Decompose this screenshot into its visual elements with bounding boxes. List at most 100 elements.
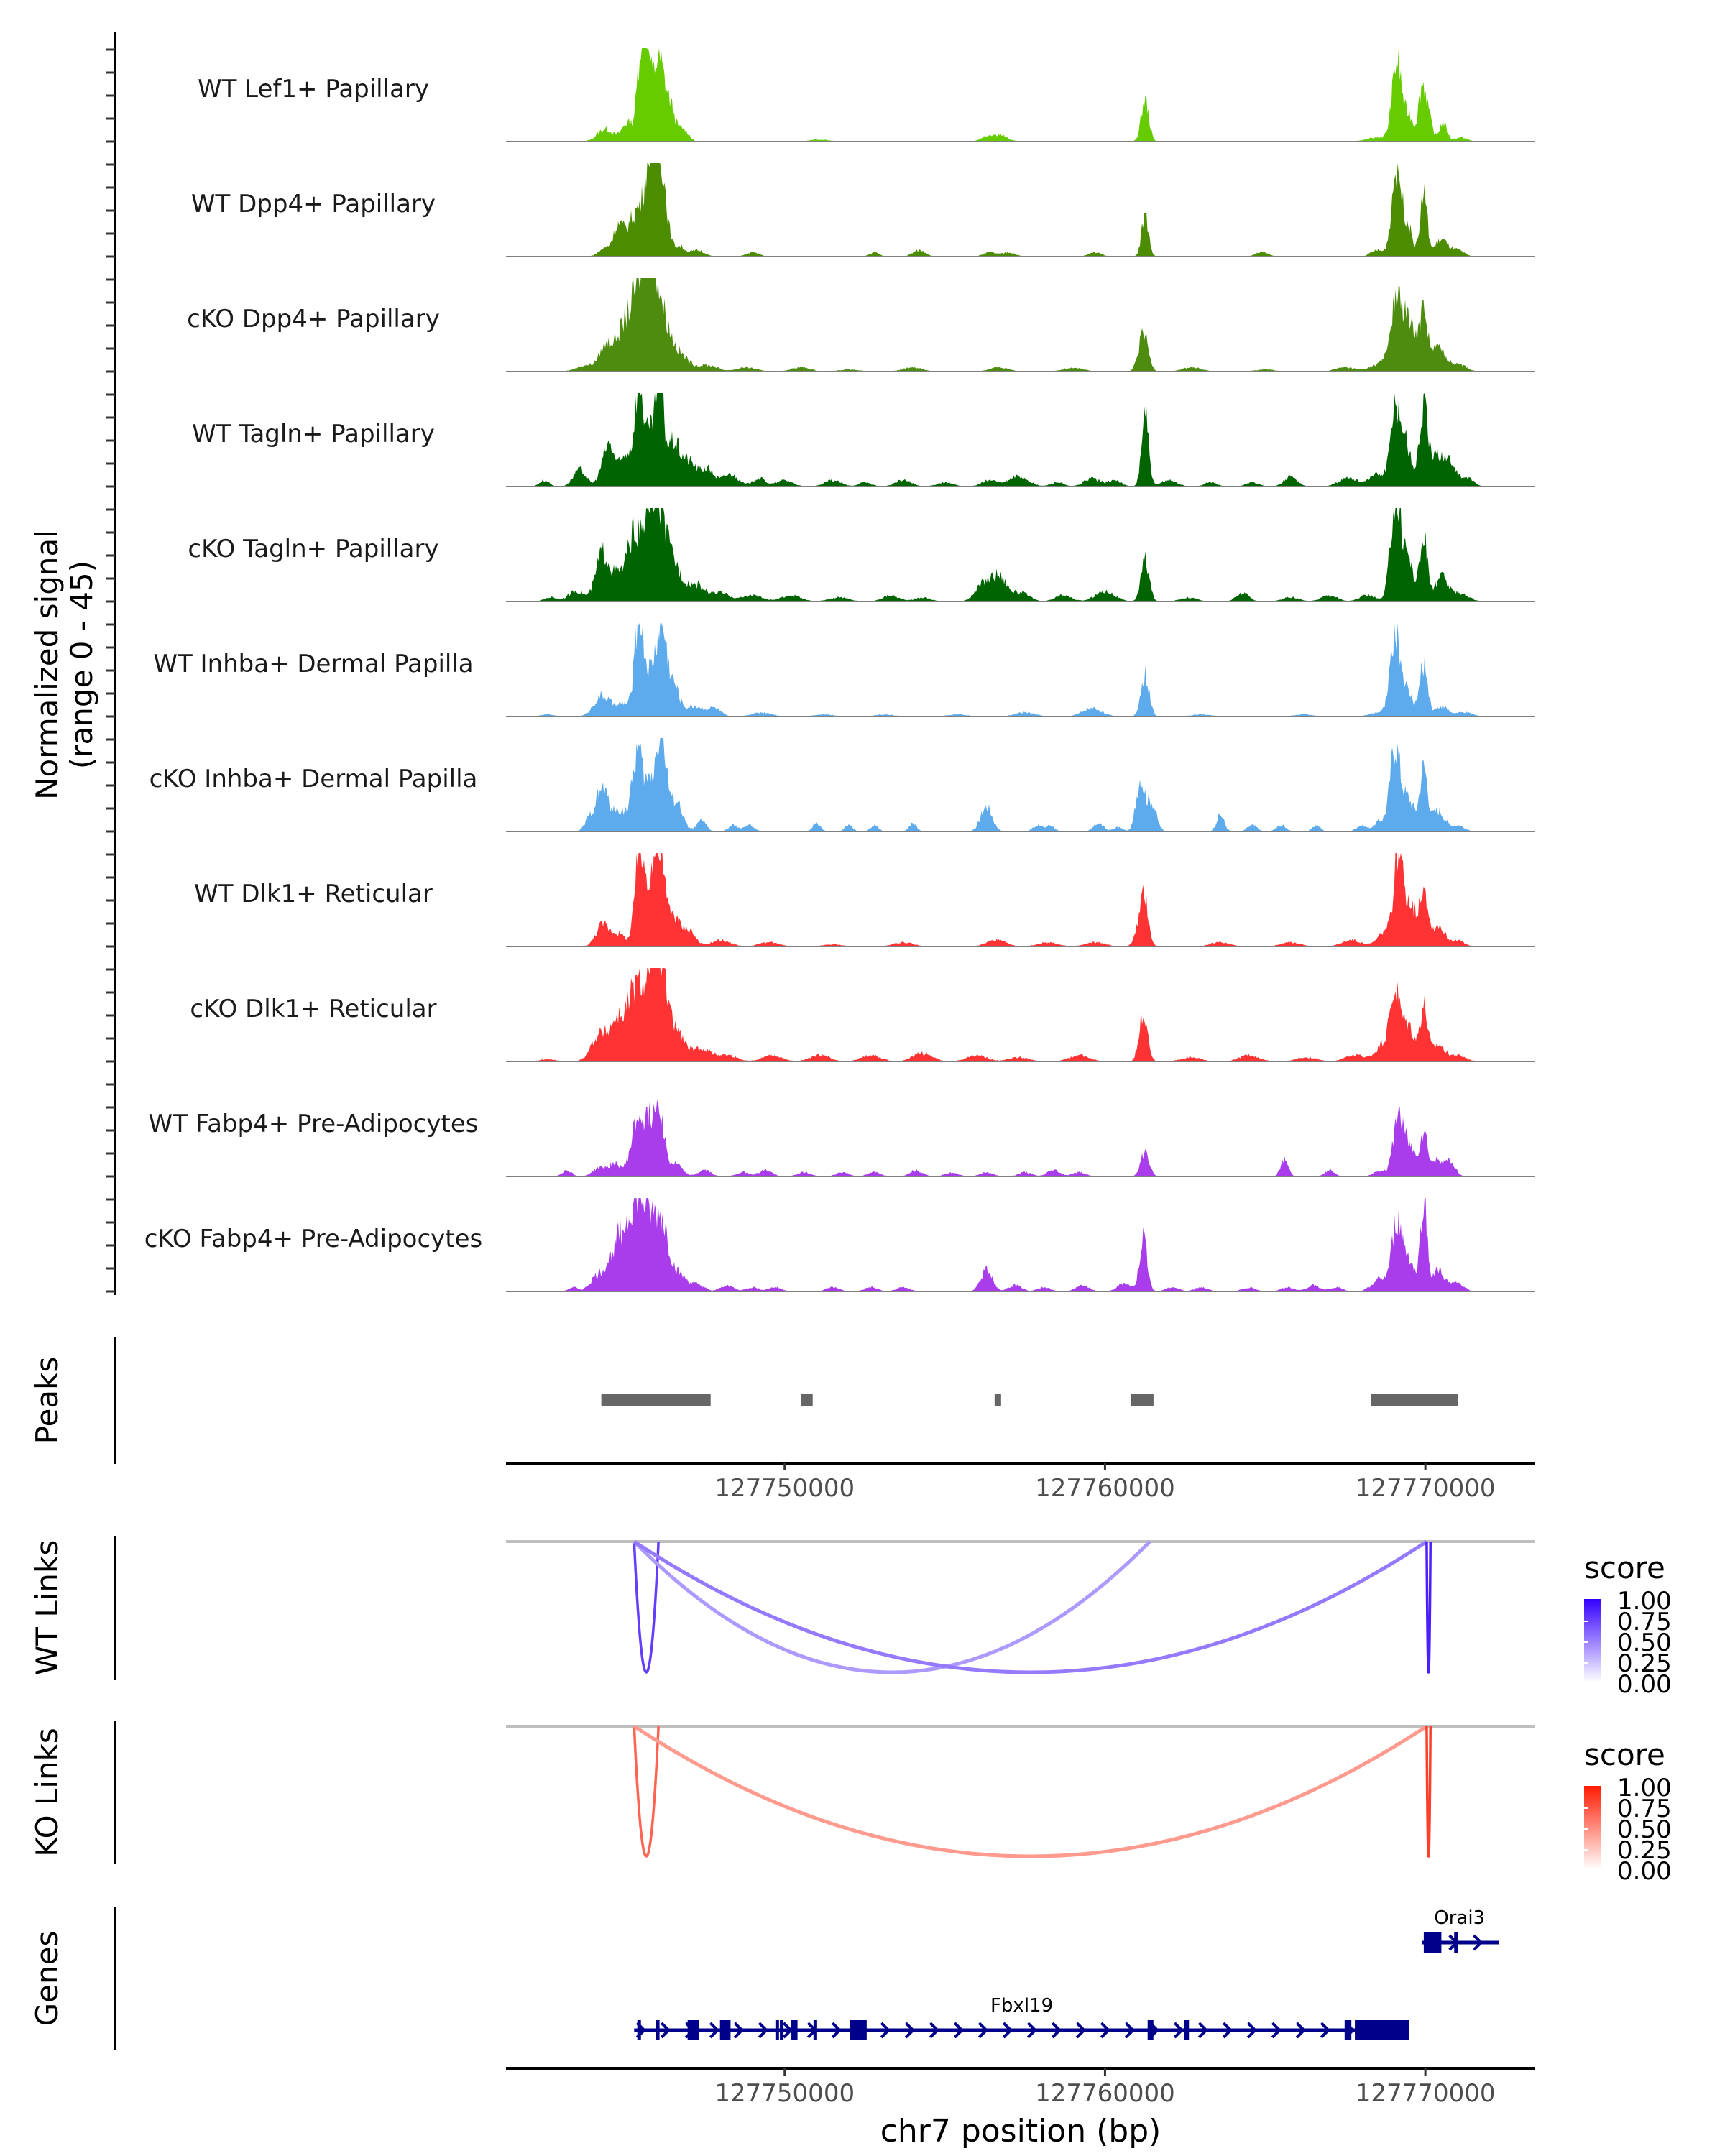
peak-region [1371, 1394, 1458, 1406]
strand-arrow-icon [782, 2022, 794, 2039]
coverage-area [506, 968, 1535, 1061]
x-tick-label: 127770000 [1356, 2079, 1496, 2108]
track-label: WT Lef1+ Papillary [198, 75, 429, 103]
legend-value: 0.25 [1617, 1649, 1672, 1678]
link-arc [632, 1724, 1428, 1858]
coverage-area [506, 738, 1535, 831]
strand-arrow-icon [660, 2022, 671, 2039]
legend-value: 0.00 [1617, 1857, 1672, 1886]
genes-track: Genes Orai3 Fbxl19 [29, 1907, 1499, 2050]
link-arc [632, 1541, 660, 1674]
strand-arrow-icon [758, 2022, 769, 2039]
coverage-area [506, 278, 1535, 372]
coverage-area [506, 48, 1535, 142]
coverage-track: WT Dpp4+ Papillary [191, 163, 1535, 257]
gene-name: Fbxl19 [990, 1995, 1053, 2017]
link-arc [632, 1540, 1151, 1674]
strand-arrow-icon [1295, 2022, 1307, 2039]
track-label: WT Fabp4+ Pre-Adipocytes [149, 1110, 479, 1138]
score-legends: score1.000.750.500.250.00score1.000.750.… [1584, 1550, 1672, 1886]
track-label: cKO Fabp4+ Pre-Adipocytes [144, 1225, 483, 1253]
coverage-track: cKO Dpp4+ Papillary [187, 278, 1535, 372]
strand-arrow-icon [1100, 2022, 1111, 2039]
coverage-track: cKO Fabp4+ Pre-Adipocytes [144, 1198, 1535, 1292]
legend-value: 0.75 [1617, 1608, 1672, 1636]
strand-arrow-icon [1271, 2022, 1282, 2039]
track-label: WT Dlk1+ Reticular [194, 880, 433, 908]
links-tracks: WT Links KO Links [29, 1536, 1535, 1864]
legend-value: 0.25 [1617, 1836, 1672, 1865]
track-label: WT Inhba+ Dermal Papilla [153, 650, 473, 678]
gene-name: Orai3 [1434, 1907, 1485, 1929]
link-arc [632, 1539, 1428, 1674]
coverage-area [506, 508, 1535, 602]
y-axis-label-range: (range 0 - 45) [64, 561, 99, 769]
x-tick-label: 127760000 [1035, 1474, 1175, 1503]
coverage-track: cKO Tagln+ Papillary [188, 508, 1535, 602]
links-track: WT Links [29, 1536, 1535, 1680]
x-tick-label: 127750000 [714, 1474, 855, 1503]
strand-arrow-icon [733, 2022, 745, 2039]
x-tick-label: 127770000 [1356, 1474, 1496, 1503]
strand-arrow-icon [1320, 2022, 1331, 2039]
track-title: Genes [29, 1931, 65, 2027]
track-label: cKO Inhba+ Dermal Papilla [150, 765, 478, 793]
legend-colorbar [1584, 1786, 1601, 1869]
gene-exon [813, 2020, 817, 2040]
strand-arrow-icon [1246, 2022, 1258, 2039]
gene-exon [1344, 2020, 1352, 2040]
legend-value: 1.00 [1617, 1774, 1672, 1802]
gene-exon [780, 2020, 784, 2040]
legend-value: 0.50 [1617, 1815, 1672, 1844]
gene-exon [687, 2020, 699, 2040]
strand-arrow-icon [1222, 2022, 1233, 2039]
legend-colorbar [1584, 1599, 1601, 1682]
gene-exon [775, 2020, 779, 2040]
legend-value: 0.50 [1617, 1628, 1672, 1657]
strand-arrow-icon [1051, 2022, 1062, 2039]
peak-region [801, 1394, 813, 1406]
gene-exon [791, 2020, 798, 2040]
coverage-area [506, 1198, 1535, 1291]
track-title: Peaks [29, 1357, 65, 1445]
legend-title: score [1584, 1550, 1665, 1585]
strand-arrow-icon [1173, 2022, 1184, 2039]
coverage-track: cKO Inhba+ Dermal Papilla [150, 738, 1535, 832]
gene-exon [1454, 1932, 1458, 1953]
peak-region [994, 1394, 1001, 1406]
x-axis-peaks: 127750000 127760000 127770000 [506, 1462, 1535, 1503]
gene-exon [719, 2020, 731, 2040]
gene-model: Orai3 [1422, 1907, 1499, 1953]
gene-exon [637, 2020, 641, 2040]
gene-exon [1147, 2020, 1154, 2040]
peaks-track: Peaks [29, 1337, 1458, 1464]
peak-region [1130, 1394, 1154, 1406]
coverage-track: WT Fabp4+ Pre-Adipocytes [149, 1099, 1535, 1177]
track-label: WT Dpp4+ Papillary [191, 190, 436, 218]
track-label: cKO Dpp4+ Papillary [187, 305, 440, 333]
strand-arrow-icon [709, 2022, 720, 2039]
x-tick-label: 127760000 [1035, 2079, 1175, 2108]
coverage-area [506, 623, 1535, 717]
legend-value: 1.00 [1617, 1587, 1672, 1616]
coverage-tracks: WT Lef1+ Papillary WT Dpp4+ Papillary cKO … [144, 48, 1535, 1292]
legend-value: 0.00 [1617, 1670, 1672, 1699]
link-arc [1425, 1726, 1432, 1858]
strand-arrow-icon [1026, 2022, 1038, 2039]
strand-arrow-icon [880, 2022, 891, 2039]
coverage-track: WT Lef1+ Papillary [198, 48, 1535, 142]
gene-exon [656, 2020, 660, 2040]
coverage-area [506, 853, 1535, 946]
strand-arrow-icon [904, 2022, 916, 2039]
coverage-track: cKO Dlk1+ Reticular [190, 968, 1535, 1062]
legend-value: 0.75 [1617, 1795, 1672, 1823]
gene-exon [1423, 1932, 1442, 1953]
strand-arrow-icon [929, 2022, 940, 2039]
coverage-area [506, 163, 1535, 257]
legend-title: score [1584, 1737, 1665, 1772]
gene-model: Fbxl19 [634, 1995, 1409, 2040]
link-arc [1425, 1541, 1432, 1674]
strand-arrow-icon [953, 2022, 965, 2039]
